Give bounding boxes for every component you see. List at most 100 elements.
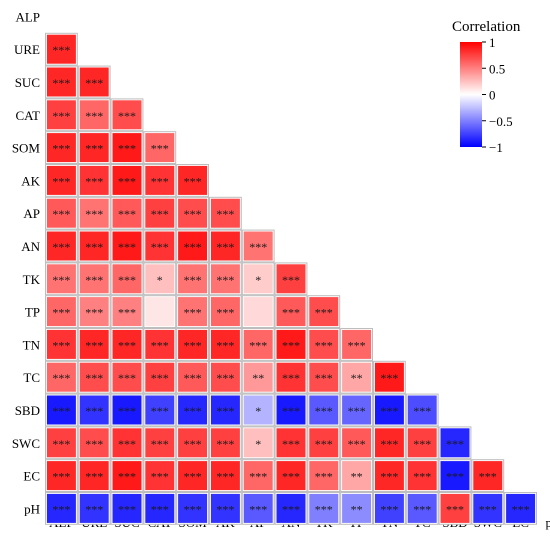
row-label-cat: CAT xyxy=(15,108,40,123)
cell-swc-sbd xyxy=(440,428,470,458)
cell-som-suc xyxy=(112,133,142,163)
significance-label: *** xyxy=(446,502,464,516)
legend-tick-label: −1 xyxy=(489,140,503,155)
significance-label: *** xyxy=(348,404,366,418)
significance-label: *** xyxy=(216,306,234,320)
significance-label: *** xyxy=(216,338,234,352)
cell-tc-cat xyxy=(145,362,175,392)
cell-ph-ec xyxy=(506,493,536,523)
cell-ec-tk xyxy=(309,461,339,491)
cell-sbd-tp xyxy=(342,395,372,425)
cell-ak-som xyxy=(178,165,208,195)
cell-ec-tn xyxy=(374,461,404,491)
cell-tn-cat xyxy=(145,329,175,359)
significance-label: *** xyxy=(151,174,169,188)
significance-label: *** xyxy=(52,174,70,188)
cell-tp-ak xyxy=(210,297,240,327)
significance-label: *** xyxy=(151,240,169,254)
cell-tn-ure xyxy=(79,329,109,359)
significance-label: *** xyxy=(85,306,103,320)
significance-label: *** xyxy=(413,502,431,516)
significance-label: *** xyxy=(184,338,202,352)
significance-label: *** xyxy=(249,338,267,352)
significance-label: *** xyxy=(216,207,234,221)
cell-suc-alp xyxy=(46,67,76,97)
significance-label: *** xyxy=(52,371,70,385)
significance-label: *** xyxy=(282,371,300,385)
cell-ph-ak xyxy=(210,493,240,523)
cell-tk-som xyxy=(178,264,208,294)
legend-tick-label: 0 xyxy=(489,88,496,103)
cell-swc-alp xyxy=(46,428,76,458)
row-label-ap: AP xyxy=(23,206,40,221)
cell-swc-ure xyxy=(79,428,109,458)
row-label-tp: TP xyxy=(25,305,40,320)
cell-ec-an xyxy=(276,461,306,491)
significance-label: *** xyxy=(151,142,169,156)
cell-tp-cat xyxy=(145,297,175,327)
significance-label: *** xyxy=(315,371,333,385)
cell-tn-som xyxy=(178,329,208,359)
significance-label: *** xyxy=(315,470,333,484)
cell-ec-tc xyxy=(407,461,437,491)
significance-label: *** xyxy=(216,470,234,484)
cell-ap-alp xyxy=(46,198,76,228)
cell-sbd-tk xyxy=(309,395,339,425)
legend-tick-label: −0.5 xyxy=(489,114,513,129)
cell-tp-alp xyxy=(46,297,76,327)
row-labels: ALP URE SUC CAT SOM AK AP AN TK TP TN TC SBD SWC EC pH xyxy=(12,9,41,516)
cell-tk-an xyxy=(276,264,306,294)
row-label-tk: TK xyxy=(23,272,41,287)
cell-ph-tn xyxy=(374,493,404,523)
significance-label: *** xyxy=(118,240,136,254)
significance-label: *** xyxy=(216,273,234,287)
significance-label: *** xyxy=(315,502,333,516)
significance-label: * xyxy=(255,273,261,287)
cell-tc-suc xyxy=(112,362,142,392)
significance-label: * xyxy=(157,273,163,287)
cell-tc-ap xyxy=(243,362,273,392)
cell-an-ure xyxy=(79,231,109,261)
cell-tc-alp xyxy=(46,362,76,392)
significance-label: *** xyxy=(380,404,398,418)
significance-label: *** xyxy=(151,338,169,352)
cell-ak-suc xyxy=(112,165,142,195)
significance-label: *** xyxy=(85,207,103,221)
cell-tc-tp xyxy=(342,362,372,392)
significance-label: *** xyxy=(446,470,464,484)
cell-tk-ure xyxy=(79,264,109,294)
significance-label: *** xyxy=(52,109,70,123)
significance-label: *** xyxy=(118,404,136,418)
row-label-tc: TC xyxy=(23,370,40,385)
significance-label: *** xyxy=(52,207,70,221)
cell-swc-tp xyxy=(342,428,372,458)
significance-label: *** xyxy=(315,338,333,352)
cell-tk-ap xyxy=(243,264,273,294)
cell-ak-ure xyxy=(79,165,109,195)
cell-ap-cat xyxy=(145,198,175,228)
cell-swc-ap xyxy=(243,428,273,458)
cell-tc-an xyxy=(276,362,306,392)
significance-label: *** xyxy=(479,470,497,484)
significance-label: *** xyxy=(184,371,202,385)
cell-swc-tc xyxy=(407,428,437,458)
cell-sbd-tn xyxy=(374,395,404,425)
significance-label: *** xyxy=(85,174,103,188)
significance-label: *** xyxy=(184,470,202,484)
cell-som-alp xyxy=(46,133,76,163)
cell-tc-tn xyxy=(374,362,404,392)
significance-label: *** xyxy=(85,470,103,484)
significance-label: *** xyxy=(479,502,497,516)
cell-sbd-suc xyxy=(112,395,142,425)
cell-sbd-ap xyxy=(243,395,273,425)
cell-tp-suc xyxy=(112,297,142,327)
significance-label: *** xyxy=(348,437,366,451)
significance-label: *** xyxy=(380,470,398,484)
significance-label: *** xyxy=(315,404,333,418)
significance-label: *** xyxy=(413,470,431,484)
cell-ure-alp xyxy=(46,34,76,64)
significance-label: *** xyxy=(380,502,398,516)
column-label-ph: pH xyxy=(545,515,550,530)
significance-label: *** xyxy=(315,437,333,451)
significance-label: *** xyxy=(52,338,70,352)
